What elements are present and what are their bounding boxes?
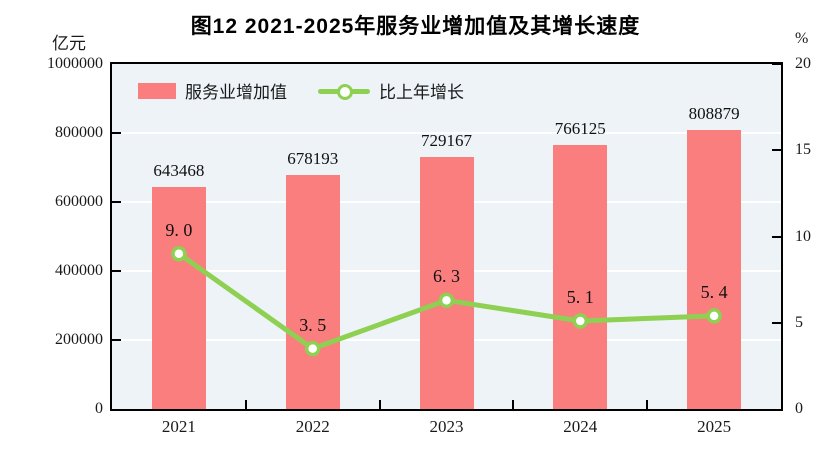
left-axis-tick (112, 339, 121, 341)
x-axis-label-2021: 2021 (161, 417, 196, 436)
chart-title: 图12 2021-2025年服务业增加值及其增长速度 (190, 15, 641, 38)
legend: 服务业增加值 比上年增长 (138, 78, 464, 103)
bar-2024 (553, 144, 608, 409)
right-axis-label: 10 (795, 227, 811, 245)
line-series-dot-icon (337, 83, 353, 100)
bar-2021 (151, 187, 206, 409)
line-series-marker (318, 83, 370, 100)
x-axis-tick (244, 400, 247, 409)
left-axis-label: 400000 (55, 262, 103, 279)
line-marker-2025 (706, 308, 722, 324)
growth-value-label: 5. 4 (700, 281, 728, 302)
bar-value-label: 808879 (688, 103, 740, 123)
bar-2022 (285, 175, 340, 409)
right-axis-unit: % (795, 30, 809, 47)
left-axis-tick (112, 201, 121, 203)
plot-area: 643468 678193 729167 766125 808879 9. 0 3. 5 6.… (110, 62, 783, 411)
line-marker-2022 (304, 340, 321, 357)
right-axis-label: 20 (795, 55, 811, 72)
left-axis-label: 800000 (55, 124, 103, 141)
growth-value-label: 3. 5 (299, 314, 327, 335)
x-axis-label-2023: 2023 (429, 417, 464, 436)
line-marker-2021 (171, 246, 187, 262)
right-axis-label: 15 (795, 141, 811, 159)
bar-value-label: 643468 (153, 161, 205, 180)
right-axis-tick (772, 321, 781, 324)
left-axis-tick (112, 132, 121, 134)
legend-label-line-series: 比上年增长 (379, 83, 464, 102)
x-axis-label-2024: 2024 (563, 417, 598, 436)
bar-value-label: 766125 (554, 118, 606, 138)
right-axis-label: 0 (795, 400, 803, 417)
left-axis-unit: 亿元 (52, 34, 86, 53)
line-marker-2023 (438, 292, 455, 309)
growth-value-label: 5. 1 (566, 287, 594, 308)
x-axis-tick (646, 400, 649, 409)
right-axis-tick (772, 149, 781, 152)
left-axis-label: 0 (95, 400, 103, 417)
bar-value-label: 729167 (421, 131, 472, 151)
bar-2025 (687, 129, 742, 409)
x-axis-label-2022: 2022 (295, 417, 330, 436)
legend-label-bar-series: 服务业增加值 (185, 83, 287, 102)
bar-series-swatch (138, 82, 176, 99)
growth-value-label: 9. 0 (165, 219, 193, 240)
x-axis-tick (512, 400, 515, 409)
x-axis-label-2025: 2025 (697, 417, 732, 436)
left-axis-label: 600000 (55, 193, 103, 210)
left-axis-label: 200000 (55, 331, 103, 348)
gridline (112, 132, 781, 134)
right-axis-label: 5 (795, 313, 803, 331)
right-axis-tick (772, 63, 781, 65)
bar-2023 (419, 157, 474, 409)
left-axis-tick (112, 270, 121, 272)
line-marker-2024 (572, 313, 589, 329)
bar-value-label: 678193 (287, 149, 339, 169)
growth-line-chart (171, 246, 722, 357)
right-axis-tick (772, 235, 781, 238)
growth-value-label: 6. 3 (433, 266, 460, 287)
x-axis-tick (378, 400, 381, 409)
left-axis-label: 1000000 (47, 55, 103, 72)
